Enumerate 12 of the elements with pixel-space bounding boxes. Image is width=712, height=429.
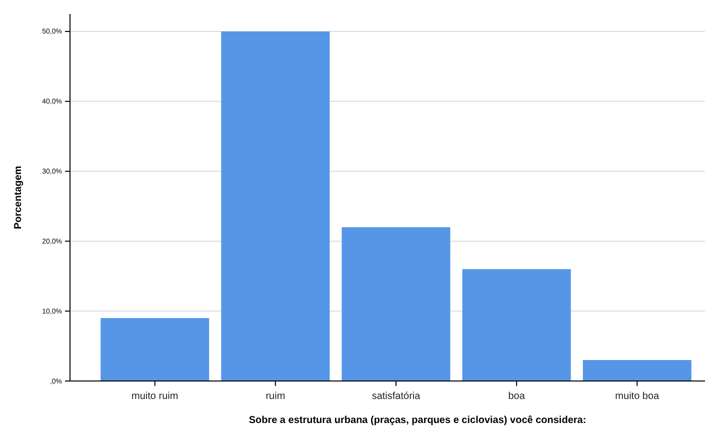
x-axis-title: Sobre a estrutura urbana (praças, parques e ciclovias) você considera: (248, 415, 586, 426)
bar (100, 318, 210, 381)
x-tick-label: muito boa (615, 391, 660, 402)
x-tick-label: muito ruim (132, 391, 178, 402)
x-tick-label: ruim (266, 391, 286, 402)
y-axis-title: Porcentagem (13, 166, 24, 230)
x-tick-label: boa (508, 391, 526, 402)
bar (342, 227, 450, 381)
bar (582, 360, 692, 381)
x-tick-label: satisfatória (372, 391, 421, 402)
bar (221, 31, 330, 381)
bar (462, 269, 571, 381)
